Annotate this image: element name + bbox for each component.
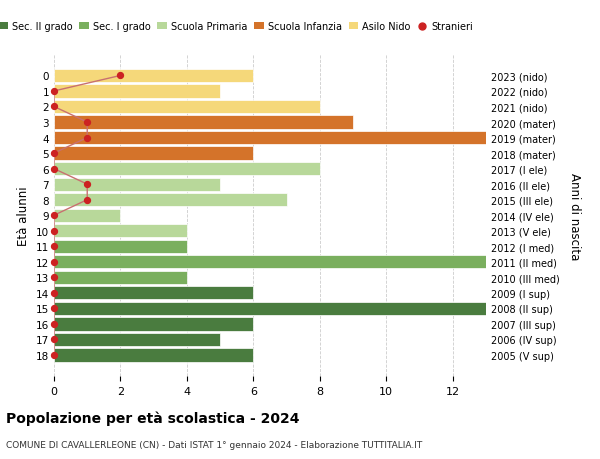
Point (49, 166, 59, 173)
Y-axis label: Anni di nascita: Anni di nascita (568, 172, 581, 259)
Bar (54, 194, 287, 207)
Point (49, 212, 59, 219)
Point (49, 228, 59, 235)
Bar (54, 286, 253, 300)
Bar (54, 178, 220, 191)
Bar (54, 224, 187, 238)
Point (49, 352, 59, 359)
Point (49, 243, 59, 251)
Bar (54, 132, 486, 145)
Text: COMUNE DI CAVALLERLEONE (CN) - Dati ISTAT 1° gennaio 2024 - Elaborazione TUTTITA: COMUNE DI CAVALLERLEONE (CN) - Dati ISTA… (6, 440, 422, 449)
Point (49, 150, 59, 157)
Point (82, 119, 92, 126)
Bar (54, 240, 187, 253)
Y-axis label: Età alunni: Età alunni (17, 186, 31, 246)
Point (82, 196, 92, 204)
Point (49, 290, 59, 297)
Point (82, 181, 92, 188)
Bar (54, 348, 253, 362)
Point (82, 134, 92, 142)
Bar (54, 85, 220, 98)
Bar (54, 70, 253, 83)
Bar (54, 101, 320, 114)
Bar (54, 333, 220, 346)
Bar (54, 209, 121, 222)
Point (49, 305, 59, 313)
Bar (54, 271, 187, 284)
Bar (54, 162, 320, 176)
Bar (54, 147, 253, 160)
Point (49, 104, 59, 111)
Legend: Sec. II grado, Sec. I grado, Scuola Primaria, Scuola Infanzia, Asilo Nido, Stran: Sec. II grado, Sec. I grado, Scuola Prim… (0, 18, 476, 36)
Point (49, 258, 59, 266)
Point (49, 320, 59, 328)
Point (49, 274, 59, 281)
Bar (54, 318, 253, 331)
Point (49, 336, 59, 343)
Point (116, 73, 125, 80)
Bar (54, 116, 353, 129)
Point (49, 88, 59, 95)
Bar (54, 302, 486, 315)
Text: Popolazione per età scolastica - 2024: Popolazione per età scolastica - 2024 (6, 411, 299, 425)
Bar (54, 256, 486, 269)
